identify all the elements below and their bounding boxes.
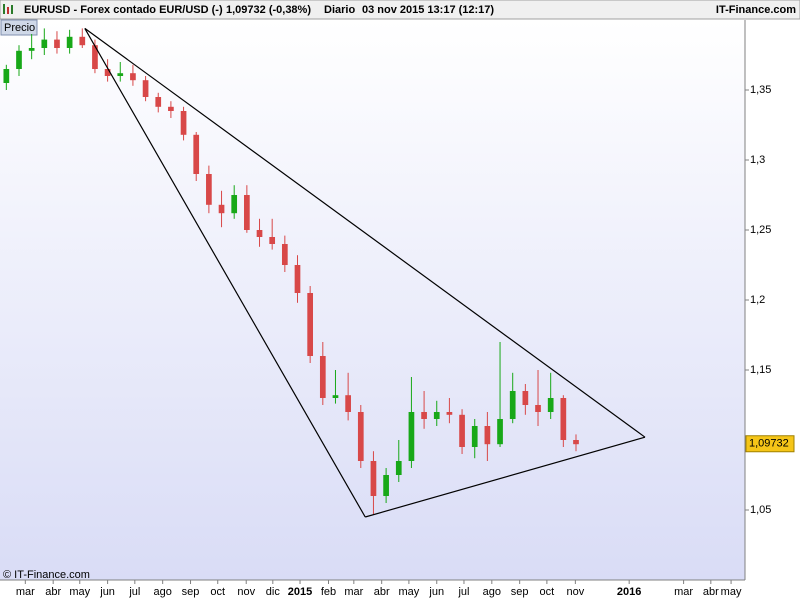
- y-tick-label: 1,15: [750, 364, 771, 376]
- candle-body: [54, 39, 60, 48]
- series-label: Precio: [4, 22, 35, 34]
- candle-body: [459, 414, 465, 447]
- y-tick-label: 1,35: [750, 84, 771, 96]
- candle-body: [547, 398, 554, 412]
- candle-body: [383, 475, 389, 496]
- x-tick-label: oct: [210, 586, 225, 598]
- candle-body: [92, 45, 98, 69]
- candle-body: [446, 412, 453, 415]
- header-timestamp: 03 nov 2015 13:17 (12:17): [362, 4, 494, 16]
- last-price-label: 1,09732: [749, 438, 789, 450]
- x-tick-label: sep: [511, 586, 529, 598]
- candle-body: [497, 419, 503, 445]
- candle-body: [41, 39, 48, 48]
- candle-body: [319, 356, 326, 398]
- candle-body: [433, 412, 440, 419]
- candle-body: [395, 461, 402, 475]
- candle-body: [79, 36, 86, 46]
- candle-body: [535, 405, 541, 412]
- candle-body: [345, 395, 351, 412]
- x-tick-label: jul: [128, 586, 140, 598]
- x-tick-label: 2016: [617, 586, 641, 598]
- candle-body: [269, 237, 276, 244]
- candle-body: [421, 412, 427, 419]
- x-tick-label: abr: [374, 586, 390, 598]
- candle-body: [408, 412, 415, 461]
- header-bar: [0, 0, 800, 20]
- x-tick-label: mar: [674, 586, 693, 598]
- trend-line: [365, 436, 646, 518]
- candle-body: [244, 195, 250, 230]
- header-quote: 1,09732 (-0,38%): [226, 4, 311, 16]
- last-price-tag: [745, 435, 795, 453]
- x-tick-label: jun: [428, 586, 444, 598]
- trend-line: [84, 27, 646, 438]
- candle-body: [3, 69, 10, 83]
- candle-body: [66, 36, 73, 48]
- x-tick-label: 2015: [288, 586, 312, 598]
- candle-body: [130, 73, 136, 81]
- candle-body: [471, 426, 478, 447]
- x-tick-label: nov: [566, 586, 584, 598]
- candle-body: [218, 204, 225, 214]
- candle-body: [560, 398, 567, 440]
- candle-body: [193, 134, 200, 174]
- candle-body: [168, 106, 174, 111]
- candle-body: [484, 426, 491, 445]
- candle-body: [522, 391, 529, 405]
- x-tick-label: jun: [99, 586, 115, 598]
- x-tick-label: sep: [182, 586, 200, 598]
- x-tick-label: may: [721, 586, 742, 598]
- candle-body: [509, 391, 516, 419]
- candle-body: [307, 293, 314, 356]
- candle-body: [573, 440, 579, 445]
- candle-body: [155, 97, 162, 107]
- y-tick-label: 1,2: [750, 294, 765, 306]
- x-tick-label: mar: [16, 586, 35, 598]
- header-title: EURUSD - Forex contado EUR/USD (-): [24, 4, 223, 16]
- copyright: © IT-Finance.com: [3, 569, 90, 581]
- x-tick-label: abr: [703, 586, 719, 598]
- header-source: IT-Finance.com: [716, 4, 796, 16]
- candle-body: [256, 230, 263, 237]
- candle-body: [142, 80, 149, 97]
- candle-body: [332, 395, 339, 398]
- x-tick-label: ago: [153, 586, 171, 598]
- candle-body: [206, 174, 212, 205]
- candle-body: [16, 50, 22, 69]
- x-tick-label: abr: [45, 586, 61, 598]
- x-tick-label: may: [399, 586, 420, 598]
- candle-body: [357, 412, 364, 461]
- x-tick-label: nov: [237, 586, 255, 598]
- x-tick-label: ago: [483, 586, 501, 598]
- series-tag: [0, 19, 38, 36]
- candle-body: [281, 244, 288, 265]
- x-tick-label: jul: [457, 586, 469, 598]
- y-tick-label: 1,05: [750, 504, 771, 516]
- x-tick-label: oct: [540, 586, 555, 598]
- x-tick-label: dic: [266, 586, 281, 598]
- header-period: Diario: [324, 4, 355, 16]
- x-tick-label: may: [69, 586, 90, 598]
- y-tick-label: 1,3: [750, 154, 765, 166]
- trend-line: [84, 28, 366, 518]
- candle-body: [28, 48, 35, 51]
- candle-body: [231, 195, 238, 214]
- candle-body: [180, 111, 187, 135]
- y-tick-label: 1,25: [750, 224, 771, 236]
- candle-body: [294, 265, 301, 293]
- x-tick-label: feb: [321, 586, 336, 598]
- app-icon: [3, 4, 13, 14]
- candle-body: [104, 69, 111, 76]
- candle-body: [370, 461, 377, 496]
- x-tick-label: mar: [344, 586, 363, 598]
- candle-body: [117, 73, 124, 76]
